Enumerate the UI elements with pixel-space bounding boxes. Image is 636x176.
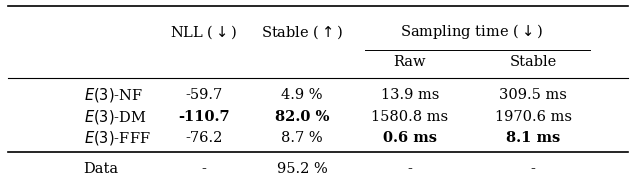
Text: -110.7: -110.7 xyxy=(178,110,230,124)
Text: -: - xyxy=(408,162,412,176)
Text: 82.0 %: 82.0 % xyxy=(275,110,329,124)
Text: -: - xyxy=(202,162,207,176)
Text: -: - xyxy=(531,162,536,176)
Text: 4.9 %: 4.9 % xyxy=(281,88,323,102)
Text: Sampling time ($\downarrow$): Sampling time ($\downarrow$) xyxy=(400,22,543,41)
Text: Stable: Stable xyxy=(509,55,557,70)
Text: 1580.8 ms: 1580.8 ms xyxy=(371,110,448,124)
Text: 8.1 ms: 8.1 ms xyxy=(506,131,560,145)
Text: -59.7: -59.7 xyxy=(186,88,223,102)
Text: $E(3)$-FFF: $E(3)$-FFF xyxy=(84,129,150,147)
Text: Data: Data xyxy=(84,162,119,176)
Text: $E(3)$-NF: $E(3)$-NF xyxy=(84,86,143,104)
Text: 0.6 ms: 0.6 ms xyxy=(383,131,437,145)
Text: Stable ($\uparrow$): Stable ($\uparrow$) xyxy=(261,23,343,41)
Text: Raw: Raw xyxy=(394,55,426,70)
Text: 309.5 ms: 309.5 ms xyxy=(499,88,567,102)
Text: 95.2 %: 95.2 % xyxy=(277,162,328,176)
Text: 13.9 ms: 13.9 ms xyxy=(380,88,439,102)
Text: -76.2: -76.2 xyxy=(185,131,223,145)
Text: $E(3)$-DM: $E(3)$-DM xyxy=(84,108,146,126)
Text: NLL ($\downarrow$): NLL ($\downarrow$) xyxy=(170,23,238,41)
Text: 8.7 %: 8.7 % xyxy=(281,131,323,145)
Text: 1970.6 ms: 1970.6 ms xyxy=(495,110,572,124)
